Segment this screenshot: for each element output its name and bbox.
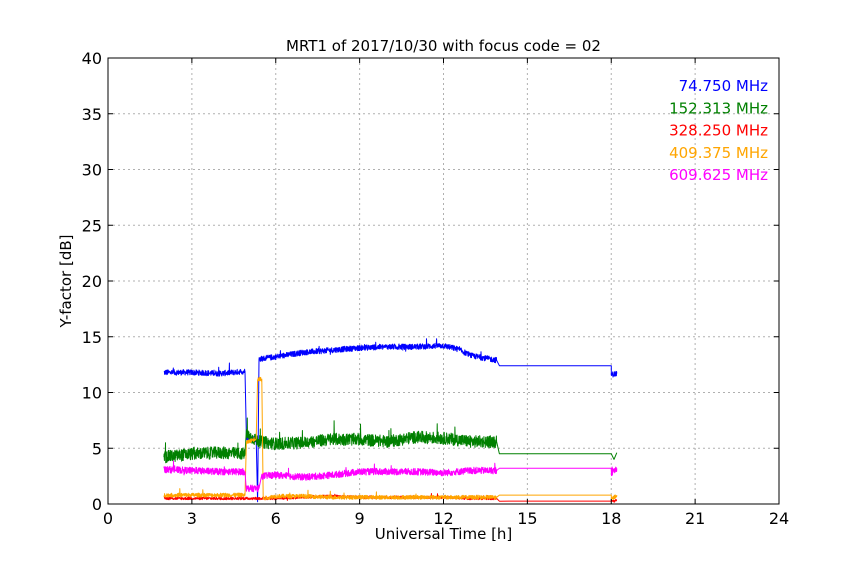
legend: 74.750 MHz 152.313 MHz 328.250 MHz 409.375 … (669, 77, 768, 184)
y-axis-label: Y-factor [dB] (57, 234, 75, 328)
x-tick-label: 6 (271, 509, 281, 528)
y-tick-label: 30 (82, 161, 102, 180)
series-line-5 (163, 460, 618, 493)
y-tick-label: 25 (82, 216, 102, 235)
series-group (163, 338, 618, 503)
x-tick-label: 24 (769, 509, 789, 528)
legend-entry: 609.625 MHz (669, 166, 768, 184)
legend-entry: 74.750 MHz (679, 77, 768, 95)
chart-title: MRT1 of 2017/10/30 with focus code = 02 (286, 37, 601, 55)
x-tick-label: 3 (187, 509, 197, 528)
x-tick-label: 21 (685, 509, 705, 528)
grid (108, 58, 779, 504)
legend-entry: 328.250 MHz (669, 122, 768, 140)
series-line-1 (163, 338, 618, 503)
y-tick-label: 10 (82, 384, 102, 403)
x-axis-label: Universal Time [h] (375, 525, 513, 543)
series-line-4 (163, 376, 618, 501)
y-tick-label: 5 (92, 439, 102, 458)
x-tick-label: 9 (355, 509, 365, 528)
x-tick-label: 18 (601, 509, 621, 528)
y-tick-label: 0 (92, 495, 102, 514)
x-tick-label: 12 (433, 509, 453, 528)
legend-entry: 409.375 MHz (669, 144, 768, 162)
y-tick-label: 20 (82, 272, 102, 291)
y-tick-label: 15 (82, 328, 102, 347)
legend-entry: 152.313 MHz (669, 99, 768, 117)
x-tick-label: 15 (517, 509, 537, 528)
axis-ticks: 0 3 6 9 12 15 18 21 24 0 5 10 15 20 25 30 35 40 (82, 49, 790, 528)
y-tick-label: 40 (82, 49, 102, 68)
series-line-2 (163, 417, 618, 464)
x-tick-label: 0 (103, 509, 113, 528)
y-tick-label: 35 (82, 105, 102, 124)
